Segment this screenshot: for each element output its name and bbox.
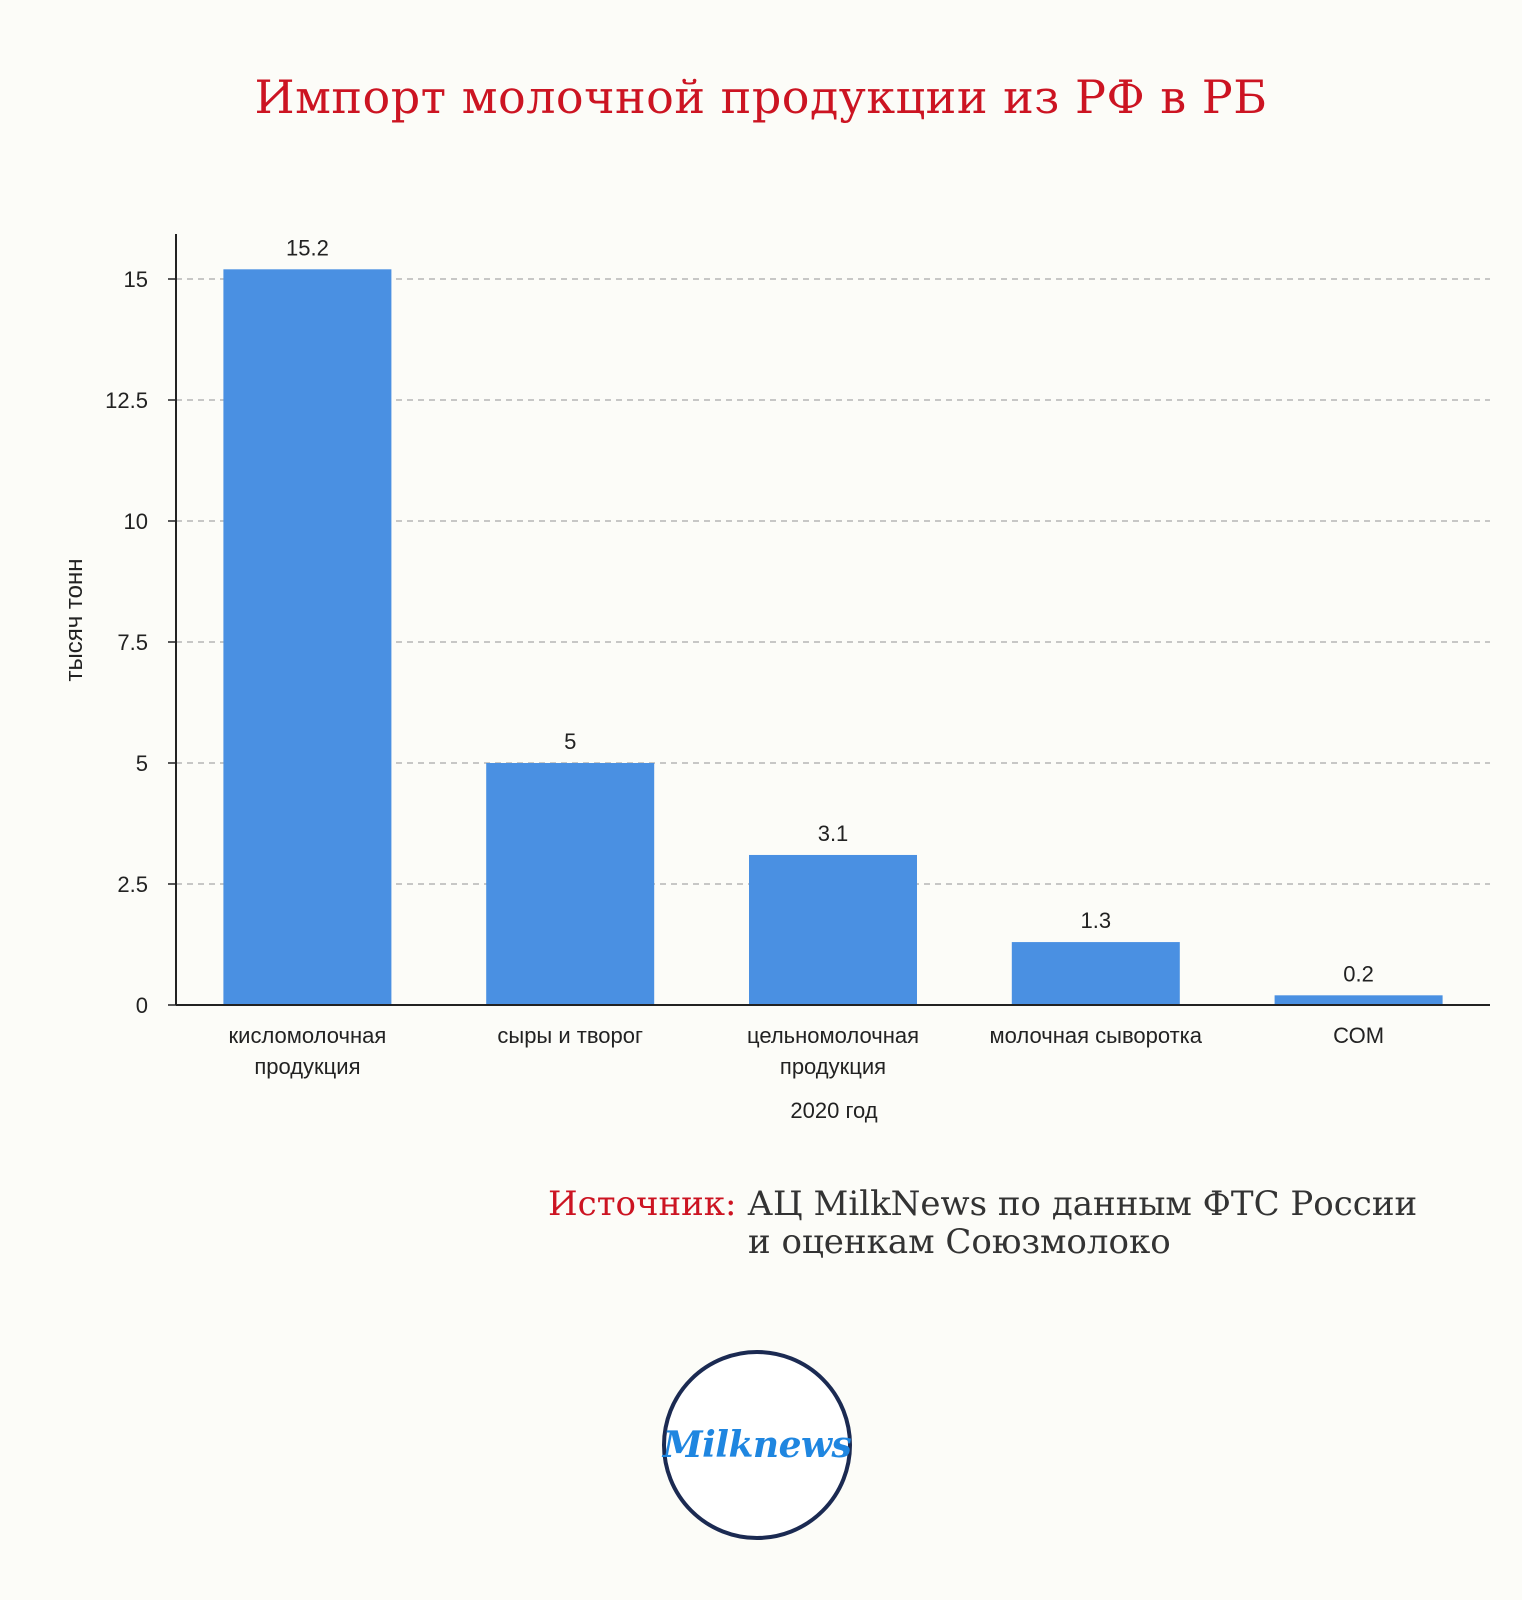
bar (223, 269, 392, 1005)
bar-value-label: 0.2 (1343, 961, 1374, 986)
source-label: Источник: (548, 1184, 737, 1224)
y-tick-label: 2.5 (117, 872, 148, 897)
bar (749, 854, 917, 1005)
bar-value-label: 3.1 (818, 821, 849, 846)
y-tick-label: 5 (136, 751, 148, 776)
grid-lines (176, 278, 1490, 885)
x-tick-label: сыры и творог (497, 1023, 643, 1048)
y-tick-label: 10 (124, 509, 148, 534)
source-line-2: и оценкам Союзмолоко (748, 1222, 1171, 1262)
y-tick-label: 12.5 (105, 388, 148, 413)
bar (1274, 995, 1443, 1005)
bar (486, 763, 655, 1005)
bars (223, 269, 1443, 1005)
bar-value-label: 15.2 (286, 235, 329, 260)
x-axis-label: 2020 год (790, 1098, 877, 1123)
x-tick-label: СОМ (1333, 1023, 1384, 1048)
x-tick-label: цельномолочная (747, 1023, 919, 1048)
x-tick-label: продукция (254, 1054, 360, 1079)
x-tick-label: кисломолочная (229, 1023, 387, 1048)
value-labels: 15.2 5 3.1 1.3 0.2 (286, 235, 1374, 986)
y-axis-ticks: 0 2.5 5 7.5 10 12.5 15 (105, 267, 176, 1018)
y-tick-label: 7.5 (117, 630, 148, 655)
y-axis-label: тысяч тонн (61, 559, 88, 682)
source-line-1: АЦ MilkNews по данным ФТС России (747, 1184, 1418, 1224)
x-tick-label: продукция (780, 1054, 886, 1079)
bar (1011, 942, 1180, 1005)
milknews-logo: Milknews (662, 1350, 852, 1540)
chart-title: Импорт молочной продукции из РФ в РБ (254, 70, 1268, 124)
x-tick-label: молочная сыворотка (990, 1023, 1203, 1048)
bar-value-label: 5 (564, 729, 576, 754)
y-tick-label: 0 (136, 993, 148, 1018)
x-axis-ticks: кисломолочная продукция сыры и творог цельн… (229, 1023, 1384, 1079)
bar-chart: 15.2 5 3.1 1.3 0.2 0 2.5 5 7.5 10 12.5 15 кисломол… (61, 234, 1490, 1123)
bar-value-label: 1.3 (1081, 908, 1112, 933)
y-tick-label: 15 (124, 267, 148, 292)
logo-text: Milknews (662, 1424, 852, 1466)
source-note: Источник: АЦ MilkNews по данным ФТС Росс… (548, 1185, 1417, 1261)
